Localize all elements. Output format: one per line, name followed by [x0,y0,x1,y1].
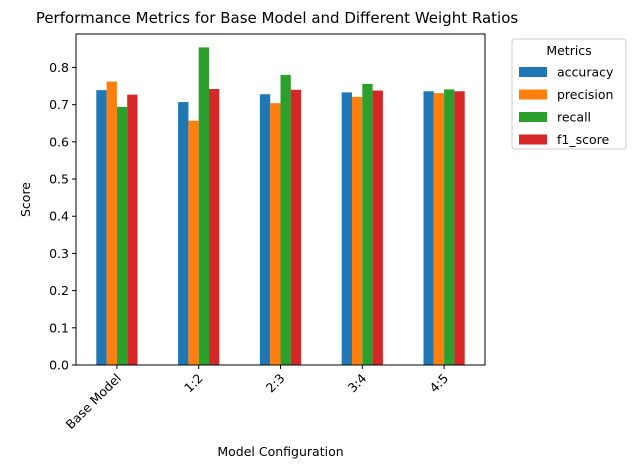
x-tick-label: 2:3 [263,371,288,396]
y-tick-label: 0.1 [49,320,69,335]
bar-accuracy-1 [178,102,189,365]
legend-swatch-precision [519,89,547,100]
legend-swatch-recall [519,112,547,122]
bar-recall-3 [362,83,373,365]
bar-precision-1 [188,120,199,365]
y-tick-label: 0.2 [49,283,69,298]
bar-accuracy-4 [423,91,434,366]
y-tick-label: 0.0 [49,358,69,373]
y-tick-label: 0.4 [49,209,69,224]
y-axis: 0.0 0.1 0.2 0.3 0.4 0.5 0.6 0.7 0.8 [49,60,76,373]
legend-swatch-accuracy [519,67,547,77]
bar-f1-score-4 [454,91,465,366]
legend-label-precision: precision [557,87,613,102]
legend-label-accuracy: accuracy [557,65,614,80]
plot-area [96,47,465,366]
x-tick-label: 1:2 [181,371,206,396]
x-tick-label: Base Model [63,371,124,432]
chart-title: Performance Metrics for Base Model and D… [36,9,519,27]
y-tick-label: 0.5 [49,172,69,187]
y-tick-label: 0.8 [49,60,69,75]
bar-recall-2 [280,74,291,365]
bar-f1-score-2 [290,89,302,365]
x-tick-label: 3:4 [345,370,370,395]
bar-recall-1 [198,47,209,365]
bar-recall-0 [116,106,128,365]
bar-accuracy-2 [259,94,271,365]
y-tick-label: 0.6 [49,134,69,149]
legend-label-recall: recall [557,110,591,125]
bar-f1-score-3 [372,90,383,365]
y-tick-label: 0.7 [49,97,69,112]
x-axis: Base Model 1:2 2:3 3:4 4:5 [63,365,451,432]
bar-recall-4 [444,89,455,365]
legend: Metrics accuracy precision recall f1_score [511,38,627,150]
x-axis-label: Model Configuration [217,444,343,459]
bar-precision-0 [106,81,117,365]
bar-f1-score-1 [209,89,220,365]
bar-precision-4 [433,93,445,365]
legend-label-f1-score: f1_score [557,132,610,147]
bar-precision-3 [352,96,363,365]
bar-precision-2 [270,103,281,366]
legend-swatch-f1-score [519,134,547,145]
bar-accuracy-0 [96,90,107,365]
bar-accuracy-3 [341,92,352,365]
y-axis-label: Score [18,182,33,217]
x-tick-label: 4:5 [426,371,451,396]
bar-f1-score-0 [127,94,138,366]
legend-title: Metrics [546,43,591,58]
y-tick-label: 0.3 [49,246,69,261]
